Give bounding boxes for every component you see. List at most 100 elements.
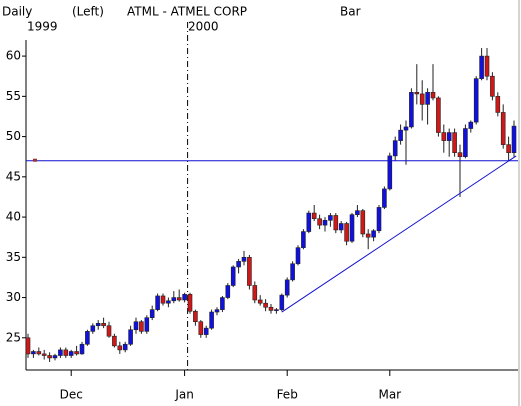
candle-body bbox=[252, 285, 258, 301]
y-tick-label: 40 bbox=[6, 210, 21, 224]
candle-body bbox=[414, 92, 420, 95]
candle-body bbox=[166, 300, 171, 304]
candle-body bbox=[176, 297, 182, 301]
candle-body bbox=[85, 331, 90, 345]
candle-body bbox=[349, 214, 355, 242]
candle-body bbox=[193, 310, 198, 323]
candle-body bbox=[511, 125, 517, 153]
candle-body bbox=[139, 321, 144, 332]
candle-body bbox=[230, 266, 236, 286]
candle-body bbox=[463, 128, 468, 158]
candle-body bbox=[333, 215, 339, 231]
line-handle bbox=[33, 158, 37, 162]
candle-body bbox=[355, 210, 360, 215]
candle-body bbox=[322, 219, 328, 226]
candle-body bbox=[365, 233, 371, 238]
y-tick-label: 45 bbox=[6, 169, 21, 183]
candle-body bbox=[241, 257, 247, 262]
candle-body bbox=[247, 257, 252, 286]
candle-body bbox=[409, 92, 414, 128]
y-tick-label: 25 bbox=[6, 330, 21, 344]
candle-body bbox=[155, 295, 160, 310]
candle-body bbox=[457, 152, 463, 158]
candle-body bbox=[68, 351, 74, 356]
candle-body bbox=[236, 261, 241, 268]
candle-body bbox=[144, 317, 150, 332]
candle-body bbox=[484, 55, 490, 77]
candle-body bbox=[112, 335, 117, 347]
candle-body bbox=[479, 55, 484, 79]
candle-body bbox=[473, 78, 479, 123]
x-tick-label: Mar bbox=[378, 388, 401, 402]
candle-body bbox=[79, 343, 85, 355]
candle-body bbox=[403, 126, 409, 131]
x-tick-label: Dec bbox=[60, 388, 83, 402]
candle-body bbox=[344, 223, 349, 242]
candle-body bbox=[160, 295, 166, 304]
candle-body bbox=[95, 323, 101, 327]
candle-body bbox=[419, 93, 425, 105]
candle-body bbox=[468, 121, 474, 129]
candle-body bbox=[225, 285, 231, 298]
candle-body bbox=[290, 263, 295, 281]
candle-body bbox=[101, 323, 106, 327]
candle-body bbox=[311, 212, 317, 219]
candle-body bbox=[441, 132, 447, 141]
candle-body bbox=[279, 294, 285, 310]
y-tick-label: 60 bbox=[6, 49, 21, 63]
candle-body bbox=[317, 218, 322, 226]
candle-body bbox=[25, 337, 31, 355]
y-tick-label: 35 bbox=[6, 250, 21, 264]
candle-body bbox=[452, 132, 457, 153]
candle-body bbox=[430, 92, 436, 99]
candle-body bbox=[171, 297, 177, 302]
candle-body bbox=[122, 343, 128, 351]
year-label: 2000 bbox=[188, 20, 219, 34]
chart-style: Bar bbox=[340, 5, 361, 19]
candle-body bbox=[214, 309, 220, 313]
candle-body bbox=[117, 345, 123, 351]
candle-body bbox=[182, 294, 187, 301]
candle-body bbox=[268, 306, 274, 311]
candle-body bbox=[90, 325, 96, 332]
candle-body bbox=[436, 97, 441, 133]
candle-body bbox=[328, 215, 333, 221]
year-label: 1999 bbox=[27, 20, 58, 34]
candle-body bbox=[392, 140, 398, 157]
candle-body bbox=[58, 349, 63, 356]
candle-body bbox=[360, 210, 366, 235]
candle-body bbox=[295, 247, 301, 265]
candle-body bbox=[506, 144, 511, 153]
y-tick-label: 55 bbox=[6, 89, 21, 103]
candle-body bbox=[284, 279, 290, 296]
x-tick-label: Feb bbox=[277, 388, 298, 402]
x-tick-label: Jan bbox=[174, 388, 194, 402]
trendline bbox=[281, 155, 517, 313]
candle-body bbox=[382, 188, 387, 208]
candle-body bbox=[52, 355, 58, 359]
candle-body bbox=[371, 230, 376, 238]
candle-body bbox=[209, 311, 214, 329]
chart-title: ATML - ATMEL CORP bbox=[127, 5, 247, 19]
candle-body bbox=[74, 351, 79, 355]
candle-body bbox=[36, 351, 42, 355]
candle-body bbox=[338, 223, 344, 231]
candle-body bbox=[47, 355, 52, 359]
axis-side: (Left) bbox=[72, 5, 104, 19]
candle-body bbox=[398, 129, 403, 141]
candle-body bbox=[301, 231, 306, 248]
candle-body bbox=[203, 327, 209, 335]
candle-body bbox=[198, 321, 204, 335]
candle-body bbox=[263, 302, 268, 308]
candle-body bbox=[128, 329, 133, 345]
candle-body bbox=[306, 212, 312, 232]
candle-body bbox=[187, 294, 193, 312]
candle-body bbox=[446, 132, 452, 141]
candle-body bbox=[490, 75, 495, 97]
candle-body bbox=[425, 92, 430, 105]
candle-body bbox=[133, 321, 139, 331]
y-tick-label: 50 bbox=[6, 129, 21, 143]
candle-body bbox=[41, 353, 47, 356]
candle-body bbox=[495, 96, 501, 113]
